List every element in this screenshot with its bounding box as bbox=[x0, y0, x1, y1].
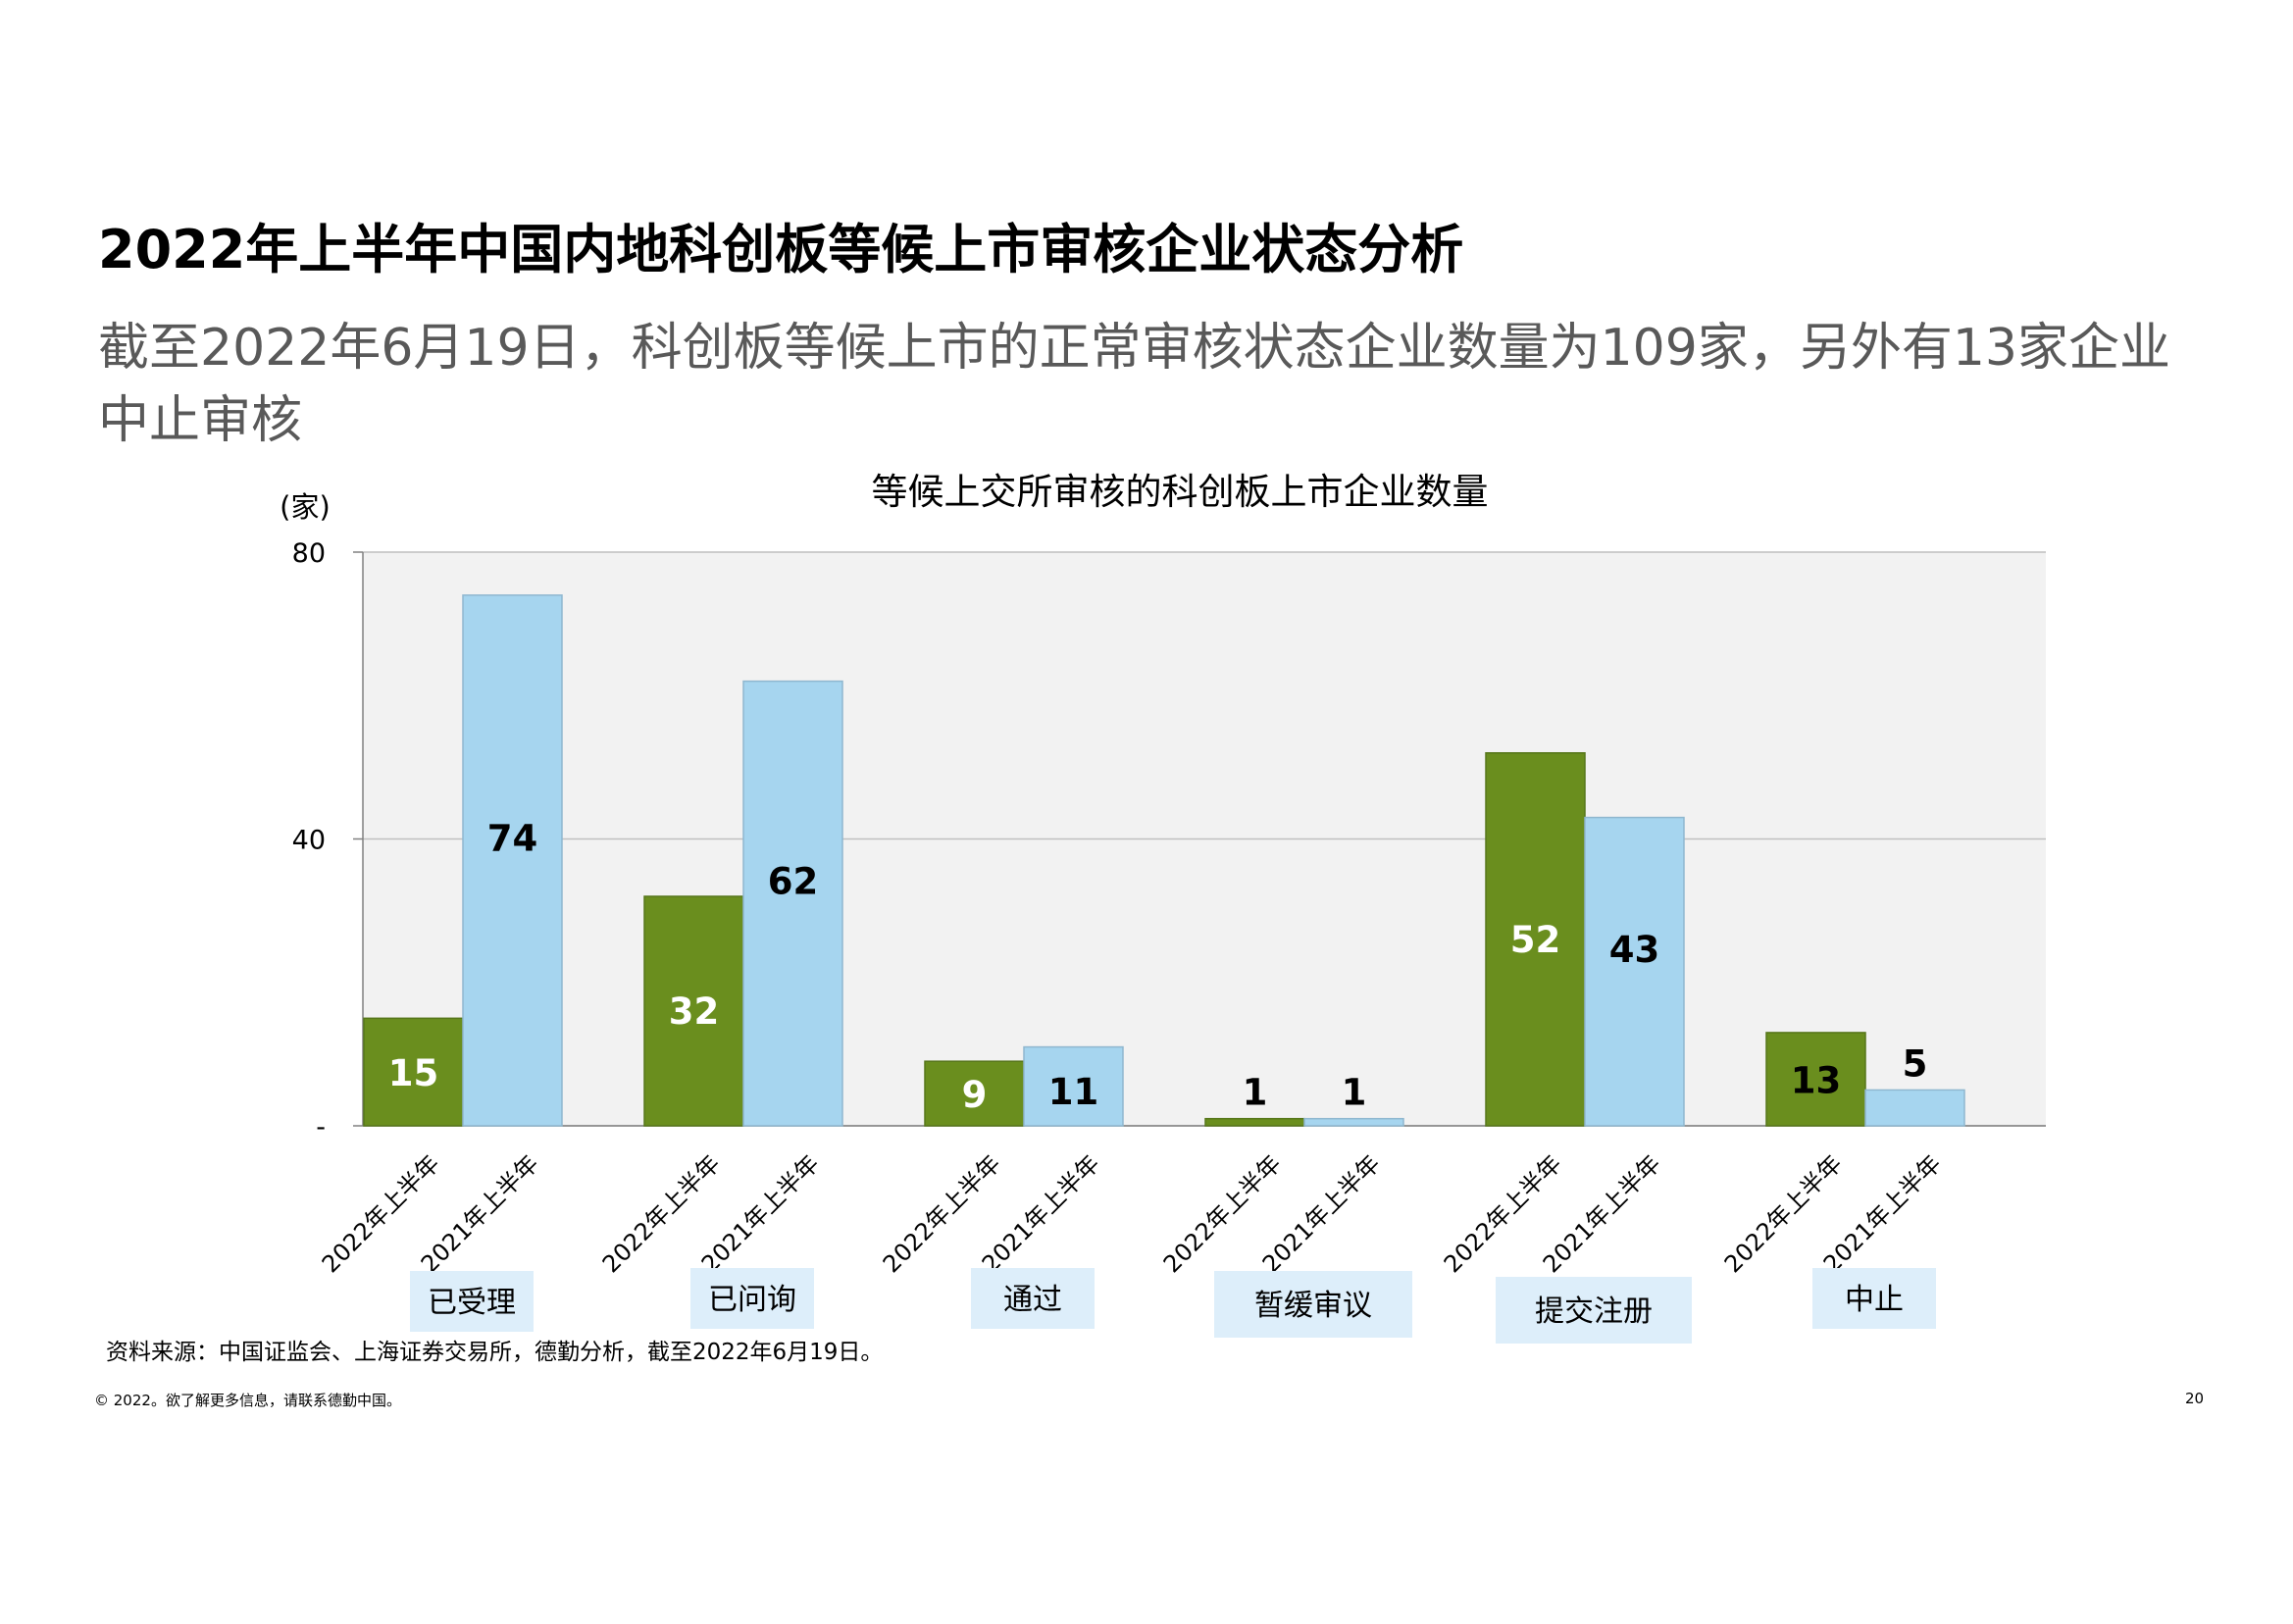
chart-title: 等候上交所审核的科创板上市企业数量 bbox=[872, 471, 1489, 513]
data-label: 32 bbox=[669, 990, 720, 1033]
data-label: 9 bbox=[962, 1074, 988, 1116]
bar-h1_2021 bbox=[1303, 1117, 1404, 1127]
data-label: 52 bbox=[1510, 919, 1561, 961]
category-box bbox=[410, 1271, 534, 1332]
category-box bbox=[1812, 1268, 1936, 1329]
page-number: 20 bbox=[2185, 1390, 2205, 1407]
data-label: 13 bbox=[1791, 1059, 1842, 1101]
bar-h1_2021 bbox=[1864, 1089, 1965, 1127]
y-tick-label: 40 bbox=[292, 826, 326, 856]
data-label: 11 bbox=[1048, 1071, 1099, 1113]
data-label: 1 bbox=[1243, 1072, 1268, 1114]
page-title: 2022年上半年中国内地科创板等候上市审核企业状态分析 bbox=[98, 219, 1464, 280]
bar-h1_2021 bbox=[1023, 1045, 1124, 1127]
category-label: 已受理 bbox=[428, 1286, 516, 1320]
bar-h1_2021 bbox=[742, 680, 843, 1127]
data-label: 5 bbox=[1903, 1042, 1928, 1085]
data-label: 74 bbox=[487, 817, 538, 859]
category-box bbox=[971, 1268, 1095, 1329]
category-box bbox=[690, 1268, 814, 1329]
bar-h1_2022 bbox=[643, 895, 744, 1127]
category-label: 已问询 bbox=[708, 1283, 796, 1317]
data-label: 1 bbox=[1342, 1072, 1367, 1114]
y-tick-label: - bbox=[316, 1112, 326, 1142]
y-tick-label: 80 bbox=[292, 538, 326, 569]
data-label: 43 bbox=[1609, 929, 1660, 971]
y-axis-unit-label: (家) bbox=[280, 490, 331, 524]
category-label: 暂缓审议 bbox=[1254, 1289, 1372, 1323]
footer-copyright: © 2022。欲了解更多信息，请联系德勤中国。 bbox=[94, 1392, 401, 1409]
bar-h1_2022 bbox=[1765, 1032, 1866, 1127]
category-label: 中止 bbox=[1845, 1283, 1904, 1317]
bar-h1_2021 bbox=[1584, 816, 1685, 1127]
bar-h1_2021 bbox=[462, 594, 563, 1127]
category-label: 提交注册 bbox=[1535, 1294, 1653, 1329]
page-subtitle: 截至2022年6月19日，科创板等候上市的正常审核状态企业数量为109家，另外有… bbox=[98, 319, 2171, 450]
category-label: 通过 bbox=[1003, 1283, 1062, 1317]
source-note: 资料来源：中国证监会、上海证券交易所，德勤分析，截至2022年6月19日。 bbox=[106, 1340, 884, 1365]
category-box bbox=[1214, 1271, 1412, 1338]
data-label: 62 bbox=[768, 860, 819, 902]
category-box bbox=[1496, 1277, 1692, 1344]
bar-h1_2022 bbox=[1204, 1117, 1305, 1127]
bar-h1_2022 bbox=[363, 1017, 464, 1127]
data-label: 15 bbox=[388, 1052, 439, 1094]
bar-h1_2022 bbox=[924, 1060, 1025, 1127]
